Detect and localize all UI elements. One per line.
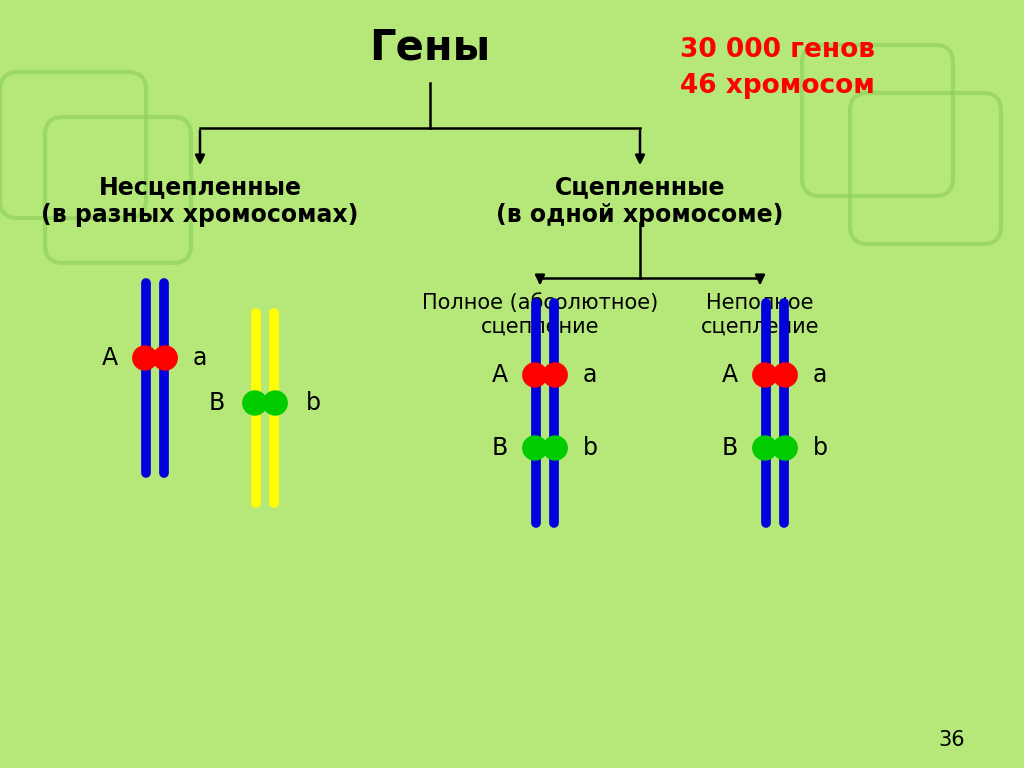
Text: A: A — [102, 346, 118, 370]
Text: B: B — [722, 436, 738, 460]
Text: 36: 36 — [938, 730, 965, 750]
Circle shape — [773, 436, 798, 460]
Text: B: B — [209, 391, 225, 415]
Text: 30 000 генов
46 хромосом: 30 000 генов 46 хромосом — [680, 37, 874, 99]
Text: b: b — [812, 436, 827, 460]
Text: Неполное
сцепление: Неполное сцепление — [700, 293, 819, 336]
Text: b: b — [583, 436, 597, 460]
Circle shape — [543, 363, 567, 387]
Text: a: a — [193, 346, 207, 370]
Circle shape — [523, 436, 547, 460]
Text: A: A — [722, 363, 738, 387]
Text: a: a — [813, 363, 827, 387]
Text: Полное (абсолютное)
сцепление: Полное (абсолютное) сцепление — [422, 293, 658, 336]
Text: Несцепленные
(в разных хромосомах): Несцепленные (в разных хромосомах) — [41, 175, 358, 227]
Circle shape — [243, 391, 267, 415]
Text: Гены: Гены — [370, 27, 490, 69]
Text: Сцепленные
(в одной хромосоме): Сцепленные (в одной хромосоме) — [497, 175, 783, 227]
Circle shape — [753, 363, 777, 387]
Circle shape — [263, 391, 287, 415]
Text: A: A — [492, 363, 508, 387]
Circle shape — [753, 436, 777, 460]
Text: B: B — [492, 436, 508, 460]
Circle shape — [154, 346, 177, 370]
Circle shape — [523, 363, 547, 387]
Circle shape — [133, 346, 157, 370]
Text: b: b — [305, 391, 321, 415]
Circle shape — [543, 436, 567, 460]
Text: a: a — [583, 363, 597, 387]
Circle shape — [773, 363, 798, 387]
